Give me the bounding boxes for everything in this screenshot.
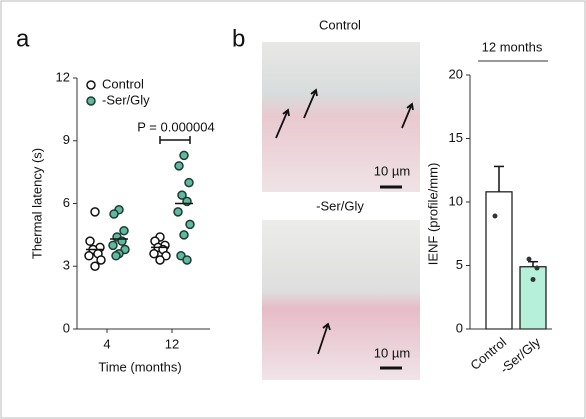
panel-label: b	[232, 25, 245, 52]
bar	[519, 266, 547, 330]
data-point	[174, 161, 184, 171]
data-point	[184, 177, 194, 188]
data-point	[179, 230, 189, 240]
y-axis-label: Thermal latency (s)	[29, 148, 44, 259]
data-point	[492, 213, 498, 219]
data-point	[179, 150, 189, 161]
x-tick-label: 4	[103, 336, 110, 351]
scale-label: 10 µm	[374, 163, 410, 178]
data-point	[85, 236, 95, 246]
data-point	[111, 251, 121, 261]
y-tick-label: 6	[63, 195, 70, 210]
data-point	[90, 261, 100, 271]
annotation: P = 0.000004	[137, 119, 214, 134]
arrows	[275, 88, 414, 355]
y-tick-label: 3	[63, 258, 70, 273]
y-tick-label: 9	[63, 132, 70, 147]
data-point	[185, 219, 195, 230]
y-tick-label: 15	[449, 130, 463, 145]
data-point	[109, 209, 119, 219]
data-point	[177, 190, 187, 200]
data-point	[534, 265, 540, 271]
data-point	[530, 276, 536, 282]
bar	[485, 191, 513, 330]
data-point	[119, 225, 129, 236]
data-point	[90, 207, 100, 217]
x-tick-label: 12	[165, 336, 179, 351]
data-point	[526, 256, 532, 262]
data-point	[84, 251, 94, 261]
legend-marker	[86, 80, 96, 90]
legend-marker	[86, 96, 96, 106]
y-tick-label: 12	[56, 69, 70, 84]
micrograph-label: -Ser/Gly	[316, 198, 364, 213]
y-tick-label: 0	[63, 320, 70, 335]
data-point	[182, 255, 192, 265]
data-point	[155, 255, 165, 265]
chart-title: 12 months	[482, 39, 543, 54]
data-point	[173, 207, 183, 217]
y-axis-label: IENF (profile/mm)	[425, 163, 440, 266]
data-point	[108, 240, 118, 251]
y-tick-label: 20	[449, 66, 463, 81]
legend-label: Control	[102, 76, 144, 91]
y-tick-label: 10	[449, 193, 463, 208]
micrograph	[262, 42, 420, 192]
y-tick-label: 0	[456, 320, 463, 335]
x-axis-label: Time (months)	[98, 359, 181, 374]
micrograph	[262, 220, 420, 380]
data-point	[149, 248, 159, 259]
panel-label: a	[16, 25, 30, 52]
data-point	[96, 255, 106, 265]
scale-label: 10 µm	[374, 345, 410, 360]
legend-label: -Ser/Gly	[102, 92, 150, 107]
y-tick-label: 5	[456, 257, 463, 272]
micrograph-label: Control	[319, 17, 361, 32]
